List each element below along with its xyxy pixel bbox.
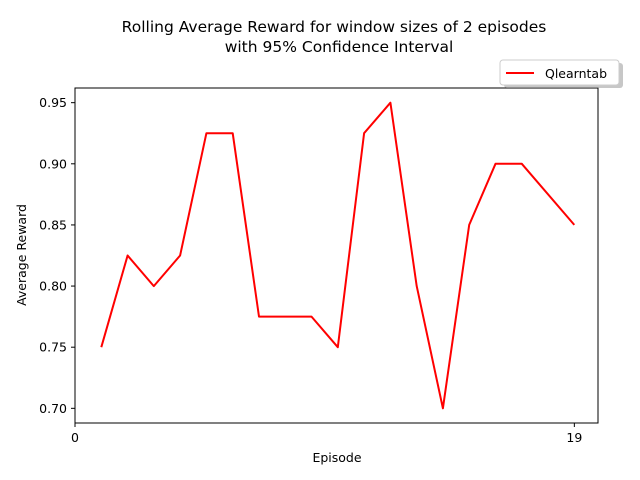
y-axis: 0.70 0.75 0.80 0.85 0.90 0.95	[39, 95, 75, 416]
x-tick-label: 19	[566, 430, 582, 445]
legend-label: Qlearntab	[545, 66, 607, 81]
legend: Qlearntab	[499, 59, 623, 88]
y-tick-label: 0.80	[39, 279, 67, 294]
y-tick-label: 0.95	[39, 95, 67, 110]
series-line-qlearntab	[100, 101, 576, 410]
series-lines	[100, 101, 576, 410]
x-tick-label: 0	[71, 430, 79, 445]
y-tick-label: 0.90	[39, 156, 67, 171]
chart-title: Rolling Average Reward for window sizes …	[122, 18, 547, 36]
y-tick-label: 0.85	[39, 217, 67, 232]
y-tick-label: 0.70	[39, 401, 67, 416]
plot-area	[74, 87, 599, 424]
y-tick-label: 0.75	[39, 340, 67, 355]
x-axis: 0 19	[71, 423, 582, 445]
legend-box	[499, 59, 620, 86]
chart-subtitle: with 95% Confidence Interval	[225, 38, 454, 56]
y-axis-label: Average Reward	[14, 204, 29, 306]
x-axis-label: Episode	[312, 450, 361, 465]
